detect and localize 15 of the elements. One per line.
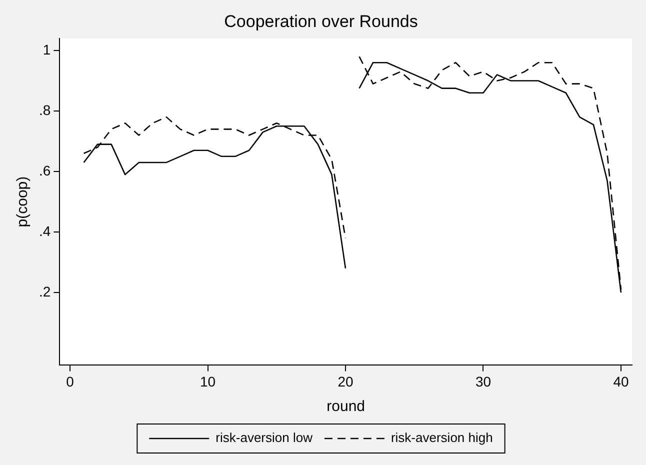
x-tick-label: 0	[66, 373, 74, 390]
legend-label: risk-aversion high	[390, 430, 493, 446]
x-tick-label: 10	[200, 373, 216, 390]
y-tick-label: .6	[38, 162, 51, 178]
x-tick-label: 40	[613, 373, 629, 390]
y-axis-title: p(coop)	[14, 176, 32, 228]
x-axis-title: round	[326, 398, 366, 416]
chart-title: Cooperation over Rounds	[224, 12, 418, 31]
y-tick-label: .4	[38, 222, 51, 239]
legend-label: risk-aversion low	[216, 430, 314, 446]
y-tick-label: 1	[42, 41, 51, 58]
y-tick-label: .8	[38, 102, 51, 118]
x-tick-label: 30	[475, 373, 492, 390]
x-tick-label: 20	[338, 373, 354, 390]
y-tick-label: .2	[38, 283, 51, 300]
